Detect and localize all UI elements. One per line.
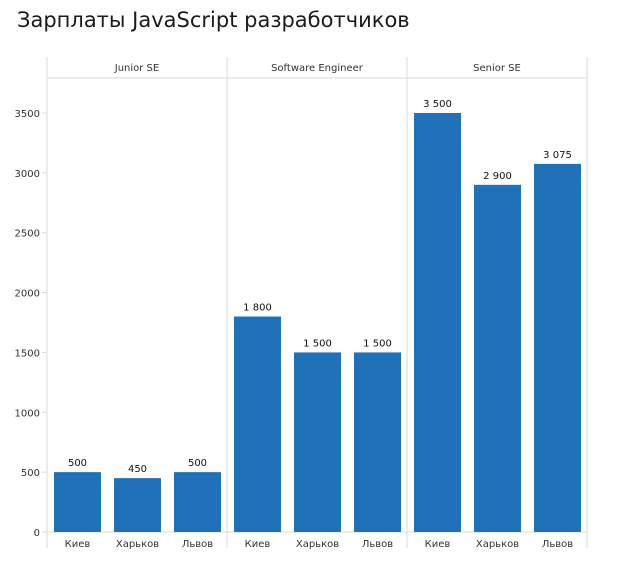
x-tick-label: Харьков: [476, 539, 519, 550]
x-tick-label: Киев: [245, 539, 271, 550]
bar: [294, 352, 341, 532]
panel-header-label: Software Engineer: [271, 63, 364, 74]
data-label: 500: [68, 458, 87, 469]
y-tick-label: 1000: [15, 408, 40, 419]
y-tick-label: 0: [34, 528, 40, 539]
y-tick-label: 2000: [15, 289, 40, 300]
data-label: 500: [188, 458, 207, 469]
x-tick-label: Львов: [182, 539, 213, 550]
y-tick-label: 500: [21, 468, 40, 479]
bar: [234, 316, 281, 532]
data-label: 3 075: [543, 150, 572, 161]
data-label: 1 800: [243, 303, 272, 314]
panel-header-label: Senior SE: [473, 63, 521, 74]
bar: [114, 478, 161, 532]
page-title: Зарплаты JavaScript разработчиков: [17, 8, 410, 32]
x-tick-label: Львов: [362, 539, 393, 550]
bar: [354, 352, 401, 532]
bar: [534, 163, 581, 532]
y-tick-label: 2500: [15, 229, 40, 240]
bar: [474, 184, 521, 533]
y-tick-label: 3000: [15, 169, 40, 180]
data-label: 1 500: [303, 338, 332, 349]
bar: [414, 113, 461, 532]
data-label: 1 500: [363, 338, 392, 349]
data-label: 2 900: [483, 171, 512, 182]
panel-header-label: Junior SE: [114, 63, 159, 74]
bar: [54, 472, 101, 532]
x-tick-label: Львов: [542, 539, 573, 550]
x-tick-label: Харьков: [116, 539, 159, 550]
y-tick-label: 3500: [15, 109, 40, 120]
x-tick-label: Киев: [425, 539, 451, 550]
x-tick-label: Харьков: [296, 539, 339, 550]
data-label: 3 500: [423, 99, 452, 110]
data-label: 450: [128, 464, 147, 475]
x-tick-label: Киев: [65, 539, 91, 550]
y-tick-label: 1500: [15, 348, 40, 359]
bar: [174, 472, 221, 532]
